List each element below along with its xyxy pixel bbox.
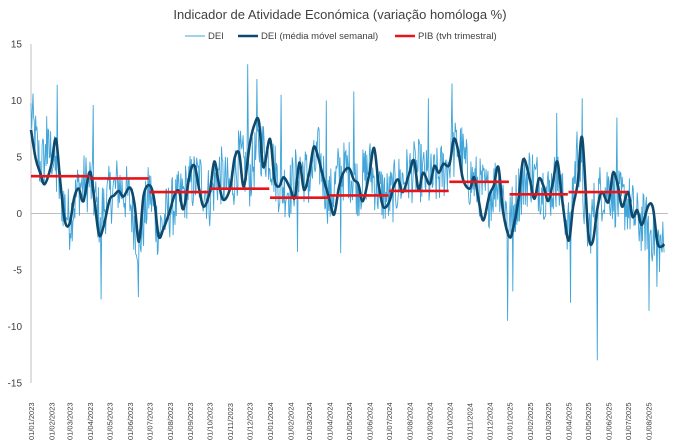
x-tick-label: 01/06/2024: [365, 402, 374, 440]
x-tick-label: 01/03/2023: [66, 402, 75, 440]
x-tick-label: 01/04/2024: [326, 402, 335, 440]
x-tick-label: 01/07/2023: [145, 402, 154, 440]
x-tick-label: 01/12/2024: [485, 402, 494, 440]
x-tick-label: 01/04/2023: [86, 402, 95, 440]
x-tick-label: 01/09/2023: [186, 402, 195, 440]
y-tick-label: 10: [11, 96, 23, 107]
y-tick-label: -15: [8, 379, 23, 390]
x-tick-label: 01/02/2025: [526, 402, 535, 440]
x-tick-label: 01/07/2024: [385, 402, 394, 440]
x-tick-label: 01/03/2024: [305, 402, 314, 440]
x-tick-label: 01/02/2023: [47, 402, 56, 440]
x-tick-label: 01/01/2024: [266, 402, 275, 440]
y-tick-label: 15: [11, 40, 23, 51]
series-line-dei: [30, 64, 665, 361]
y-tick-label: -5: [13, 266, 22, 277]
x-tick-label: 01/02/2024: [286, 402, 295, 440]
y-axis: 15 10 5 0 -5 -10 -15: [8, 40, 32, 390]
x-tick-label: 01/11/2023: [226, 403, 235, 440]
plot-area: [29, 64, 666, 361]
x-tick-label: 01/01/2023: [27, 402, 36, 440]
x-tick-label: 01/09/2024: [426, 402, 435, 440]
x-tick-label: 01/06/2025: [604, 402, 613, 440]
legend-label-dei: DEI: [208, 31, 224, 42]
x-tick-label: 01/05/2024: [345, 402, 354, 440]
x-tick-label: 01/10/2023: [206, 402, 215, 440]
x-tick-label: 01/10/2024: [445, 402, 454, 440]
x-tick-label: 01/06/2023: [126, 402, 135, 440]
y-tick-label: -10: [8, 322, 23, 333]
x-tick-label: 01/01/2025: [506, 402, 515, 440]
x-tick-label: 01/11/2024: [466, 403, 475, 440]
x-axis: 01/01/2023 01/02/2023 01/03/2023 01/04/2023…: [27, 213, 668, 440]
x-tick-label: 01/08/2025: [644, 402, 653, 440]
x-tick-label: 01/03/2025: [544, 402, 553, 440]
legend-label-pib: PIB (tvh trimestral): [418, 31, 497, 42]
x-tick-label: 01/05/2025: [584, 402, 593, 440]
legend-label-dei-moving-average: DEI (média móvel semanal): [261, 31, 378, 42]
x-tick-label: 01/12/2023: [246, 402, 255, 440]
legend: DEI DEI (média móvel semanal) PIB (tvh t…: [185, 31, 497, 42]
x-tick-label: 01/08/2024: [405, 402, 414, 440]
x-tick-label: 01/07/2025: [624, 402, 633, 440]
chart-title: Indicador de Atividade Económica (variaç…: [173, 7, 506, 22]
y-tick-label: 5: [16, 153, 22, 164]
x-tick-label: 01/04/2025: [564, 402, 573, 440]
y-tick-label: 0: [16, 209, 22, 220]
x-tick-label: 01/08/2023: [166, 402, 175, 440]
x-tick-label: 01/05/2023: [106, 402, 115, 440]
